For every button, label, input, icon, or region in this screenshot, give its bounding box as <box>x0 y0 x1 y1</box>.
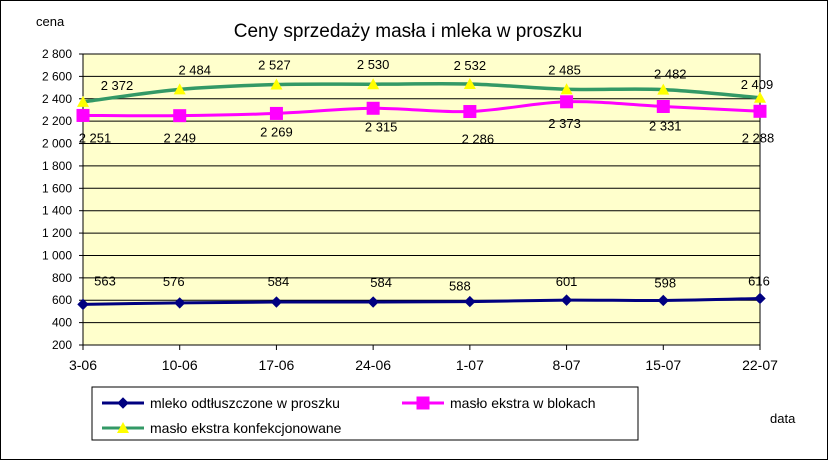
axes: 200 400 600 800 1 000 1 200 1 400 1 600 1 800 2 0… <box>42 47 778 373</box>
marker-maslo-konfekcjonowane <box>77 95 89 107</box>
y-tick-label: 2 800 <box>42 47 72 61</box>
marker-maslo-bloki <box>463 105 477 119</box>
marker-maslo-bloki <box>753 104 767 118</box>
x-tick-label: 3-06 <box>69 357 97 373</box>
y-tick-label: 1 600 <box>42 181 72 195</box>
marker-maslo-bloki <box>366 101 380 115</box>
y-tick-label: 1 000 <box>42 248 72 262</box>
y-tick-label: 2 000 <box>42 137 72 151</box>
x-tick-label: 8-07 <box>553 357 581 373</box>
marker-maslo-bloki <box>173 109 187 123</box>
data-label-maslo-konfekcjonowane: 2 372 <box>101 78 134 93</box>
data-label-mleko-odtluszczone: 563 <box>94 273 116 288</box>
plot-background <box>83 54 760 345</box>
y-tick-label: 1 400 <box>42 204 72 218</box>
data-label-mleko-odtluszczone: 584 <box>370 275 392 290</box>
data-label-maslo-konfekcjonowane: 2 530 <box>357 57 390 72</box>
marker-maslo-konfekcjonowane <box>560 83 573 95</box>
x-tick-label: 24-06 <box>355 357 391 373</box>
data-label-mleko-odtluszczone: 598 <box>654 275 676 290</box>
marker-maslo-konfekcjonowane <box>754 91 766 103</box>
chart-title: Ceny sprzedaży masła i mleka w proszku <box>234 21 582 42</box>
data-label-maslo-bloki: 2 373 <box>548 116 581 131</box>
legend-label-mleko-odtluszczone: mleko odtłuszczone w proszku <box>150 395 340 411</box>
legend-marker-maslo-konfekcjonowane <box>117 422 129 433</box>
data-label-maslo-konfekcjonowane: 2 527 <box>258 58 291 73</box>
legend: mleko odtłuszczone w proszku masło ekstra… <box>91 386 639 441</box>
marker-maslo-konfekcjonowane <box>270 78 283 90</box>
x-axis-title: data <box>770 411 796 426</box>
y-tick-label: 1 800 <box>42 159 72 173</box>
series-line-maslo-bloki <box>82 100 761 118</box>
y-tick-label: 2 400 <box>42 92 72 106</box>
marker-mleko-odtluszczone <box>464 295 476 308</box>
y-tick-label: 400 <box>52 316 72 330</box>
data-label-maslo-bloki: 2 315 <box>365 119 398 134</box>
marker-maslo-bloki <box>656 99 670 113</box>
plot-area <box>83 54 760 345</box>
series-line-maslo-konfekcjonowane <box>82 81 761 104</box>
y-tick-label: 2 600 <box>42 69 72 83</box>
data-label-maslo-bloki: 2 251 <box>79 130 112 145</box>
y-axis-title: cena <box>36 14 65 29</box>
y-tick-label: 2 200 <box>42 114 72 128</box>
marker-mleko-odtluszczone <box>270 296 283 308</box>
x-tick-label: 15-07 <box>645 357 681 373</box>
x-tick-label: 17-06 <box>259 357 295 373</box>
marker-mleko-odtluszczone <box>657 294 669 307</box>
y-tick-label: 200 <box>52 338 72 352</box>
data-label-mleko-odtluszczone: 576 <box>163 274 185 289</box>
data-label-mleko-odtluszczone: 584 <box>268 274 290 289</box>
data-label-maslo-konfekcjonowane: 2 482 <box>654 67 687 82</box>
legend-marker-mleko-odtluszczone <box>117 397 129 409</box>
data-label-mleko-odtluszczone: 616 <box>748 273 770 288</box>
data-label-maslo-konfekcjonowane: 2 532 <box>454 58 487 73</box>
marker-maslo-konfekcjonowane <box>173 83 186 95</box>
plot-border <box>82 53 761 346</box>
series-layer <box>76 77 767 311</box>
data-label-mleko-odtluszczone: 588 <box>449 279 471 294</box>
marker-mleko-odtluszczone <box>560 294 573 306</box>
data-label-maslo-bloki: 2 288 <box>742 130 775 145</box>
marker-maslo-konfekcjonowane <box>367 78 380 90</box>
y-tick-label: 1 200 <box>42 226 72 240</box>
marker-mleko-odtluszczone <box>174 297 186 309</box>
y-tick-label: 800 <box>52 271 72 285</box>
legend-marker-maslo-bloki <box>416 396 430 410</box>
legend-label-maslo-konfekcjonowane: masło ekstra konfekcjonowane <box>150 420 342 436</box>
marker-maslo-bloki <box>269 106 283 120</box>
data-label-maslo-bloki: 2 286 <box>462 132 495 147</box>
marker-mleko-odtluszczone <box>754 292 766 305</box>
x-tick-label: 10-06 <box>162 357 198 373</box>
data-label-maslo-bloki: 2 249 <box>163 131 196 146</box>
marker-mleko-odtluszczone <box>367 296 379 308</box>
marker-maslo-bloki <box>76 108 90 122</box>
data-label-mleko-odtluszczone: 601 <box>556 274 578 289</box>
data-label-maslo-bloki: 2 269 <box>260 124 293 139</box>
y-tick-label: 600 <box>52 293 72 307</box>
data-label-maslo-bloki: 2 331 <box>649 118 682 133</box>
marker-maslo-konfekcjonowane <box>463 77 476 89</box>
x-tick-label: 22-07 <box>742 357 778 373</box>
legend-label-maslo-bloki: masło ekstra w blokach <box>450 395 596 411</box>
marker-mleko-odtluszczone <box>77 298 89 311</box>
marker-maslo-konfekcjonowane <box>657 83 670 95</box>
x-tick-label: 1-07 <box>456 357 484 373</box>
legend-box <box>91 386 639 441</box>
data-label-maslo-konfekcjonowane: 2 484 <box>178 62 211 77</box>
marker-maslo-bloki <box>560 95 574 109</box>
data-label-maslo-konfekcjonowane: 2 485 <box>548 62 581 77</box>
data-labels: 2 372 2 484 2 527 2 530 2 532 2 485 2 482 2 409… <box>79 57 775 293</box>
series-line-mleko-odtluszczone <box>82 296 761 306</box>
data-label-maslo-konfekcjonowane: 2 409 <box>741 77 774 92</box>
